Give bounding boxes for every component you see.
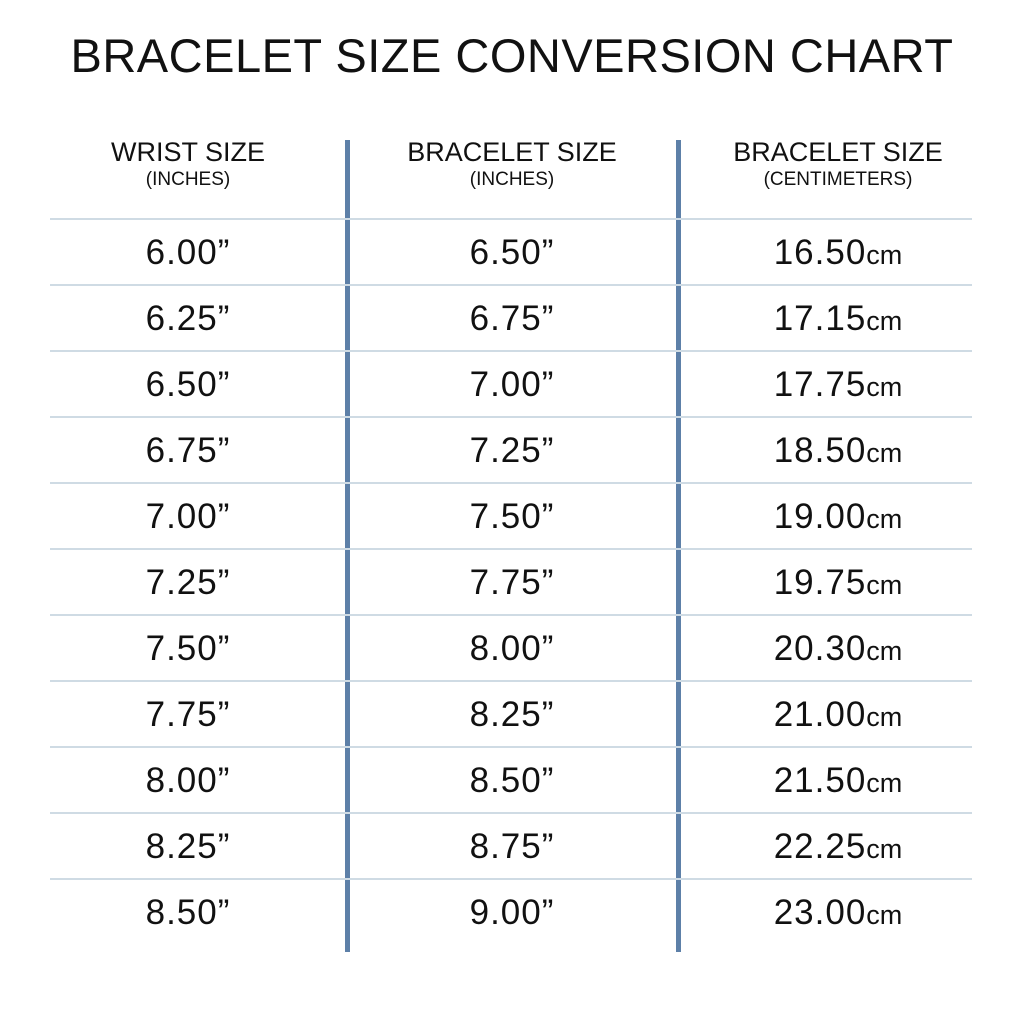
table-cell: 7.00” <box>145 497 231 536</box>
column-divider <box>345 140 350 952</box>
table-cell: 18.50cm <box>678 418 998 484</box>
table-cell: 9.00” <box>469 893 555 932</box>
table-cell: 8.25” <box>145 827 231 866</box>
column-label: BRACELET SIZE <box>407 137 617 167</box>
cm-unit: cm <box>866 504 903 534</box>
cm-unit: cm <box>866 636 903 666</box>
row-divider <box>50 416 972 418</box>
table-cell: 8.75” <box>469 827 555 866</box>
table-cell: 7.00” <box>469 365 555 404</box>
table-cell: 6.25” <box>145 299 231 338</box>
cm-unit: cm <box>866 900 903 930</box>
cm-value: 22.25 <box>773 827 867 866</box>
table-cell: 8.00” <box>469 629 555 668</box>
cm-value: 17.75 <box>773 365 867 404</box>
row-divider <box>50 812 972 814</box>
cm-value: 21.50 <box>773 761 867 800</box>
table-cell: 22.25cm <box>678 814 998 880</box>
table-cell: 7.50” <box>469 497 555 536</box>
cm-value: 18.50 <box>773 431 867 470</box>
table-cell: 21.50cm <box>678 748 998 814</box>
cm-unit: cm <box>866 306 903 336</box>
table-cell: 6.00” <box>145 233 231 272</box>
table-cell: 6.75” <box>469 299 555 338</box>
column-header: WRIST SIZE (INCHES) <box>28 136 348 192</box>
cm-unit: cm <box>866 240 903 270</box>
cm-value: 21.00 <box>773 695 867 734</box>
table-cell: 8.50” <box>469 761 555 800</box>
cm-value: 19.75 <box>773 563 867 602</box>
table-cell: 23.00cm <box>678 880 998 946</box>
cm-unit: cm <box>866 834 903 864</box>
column-header: BRACELET SIZE (INCHES) <box>352 136 672 192</box>
table-cell: 7.25” <box>469 431 555 470</box>
table-cell: 8.25” <box>469 695 555 734</box>
table-cell: 6.50” <box>145 365 231 404</box>
cm-unit: cm <box>866 768 903 798</box>
cm-value: 17.15 <box>773 299 867 338</box>
table-cell: 8.50” <box>145 893 231 932</box>
column-divider <box>676 140 681 952</box>
table-cell: 17.15cm <box>678 286 998 352</box>
cm-unit: cm <box>866 702 903 732</box>
table-cell: 7.75” <box>469 563 555 602</box>
column-label: WRIST SIZE <box>110 137 265 167</box>
table-cell: 21.00cm <box>678 682 998 748</box>
table-cell: 6.50” <box>469 233 555 272</box>
table-cell: 17.75cm <box>678 352 998 418</box>
table-cell: 7.25” <box>145 563 231 602</box>
table-cell: 8.00” <box>145 761 231 800</box>
cm-value: 23.00 <box>773 893 867 932</box>
row-divider <box>50 548 972 550</box>
cm-unit: cm <box>866 570 903 600</box>
cm-value: 20.30 <box>773 629 867 668</box>
cm-value: 19.00 <box>773 497 867 536</box>
table-cell: 7.75” <box>145 695 231 734</box>
column-sublabel: (INCHES) <box>469 169 555 190</box>
column-label: BRACELET SIZE <box>733 137 943 167</box>
table-cell: 19.00cm <box>678 484 998 550</box>
table-cell: 16.50cm <box>678 220 998 286</box>
row-divider <box>50 482 972 484</box>
table-cell: 20.30cm <box>678 616 998 682</box>
column-sublabel: (CENTIMETERS) <box>763 169 913 190</box>
row-divider <box>50 614 972 616</box>
row-divider <box>50 746 972 748</box>
cm-value: 16.50 <box>773 233 867 272</box>
row-divider <box>50 350 972 352</box>
column-sublabel: (INCHES) <box>145 169 231 190</box>
cm-unit: cm <box>866 438 903 468</box>
table-cell: 7.50” <box>145 629 231 668</box>
table-cell: 6.75” <box>145 431 231 470</box>
table-cell: 19.75cm <box>678 550 998 616</box>
row-divider <box>50 680 972 682</box>
chart-title: BRACELET SIZE CONVERSION CHART <box>70 29 954 82</box>
row-divider <box>50 878 972 880</box>
column-header: BRACELET SIZE (CENTIMETERS) <box>678 136 998 192</box>
row-divider <box>50 218 972 220</box>
cm-unit: cm <box>866 372 903 402</box>
row-divider <box>50 284 972 286</box>
